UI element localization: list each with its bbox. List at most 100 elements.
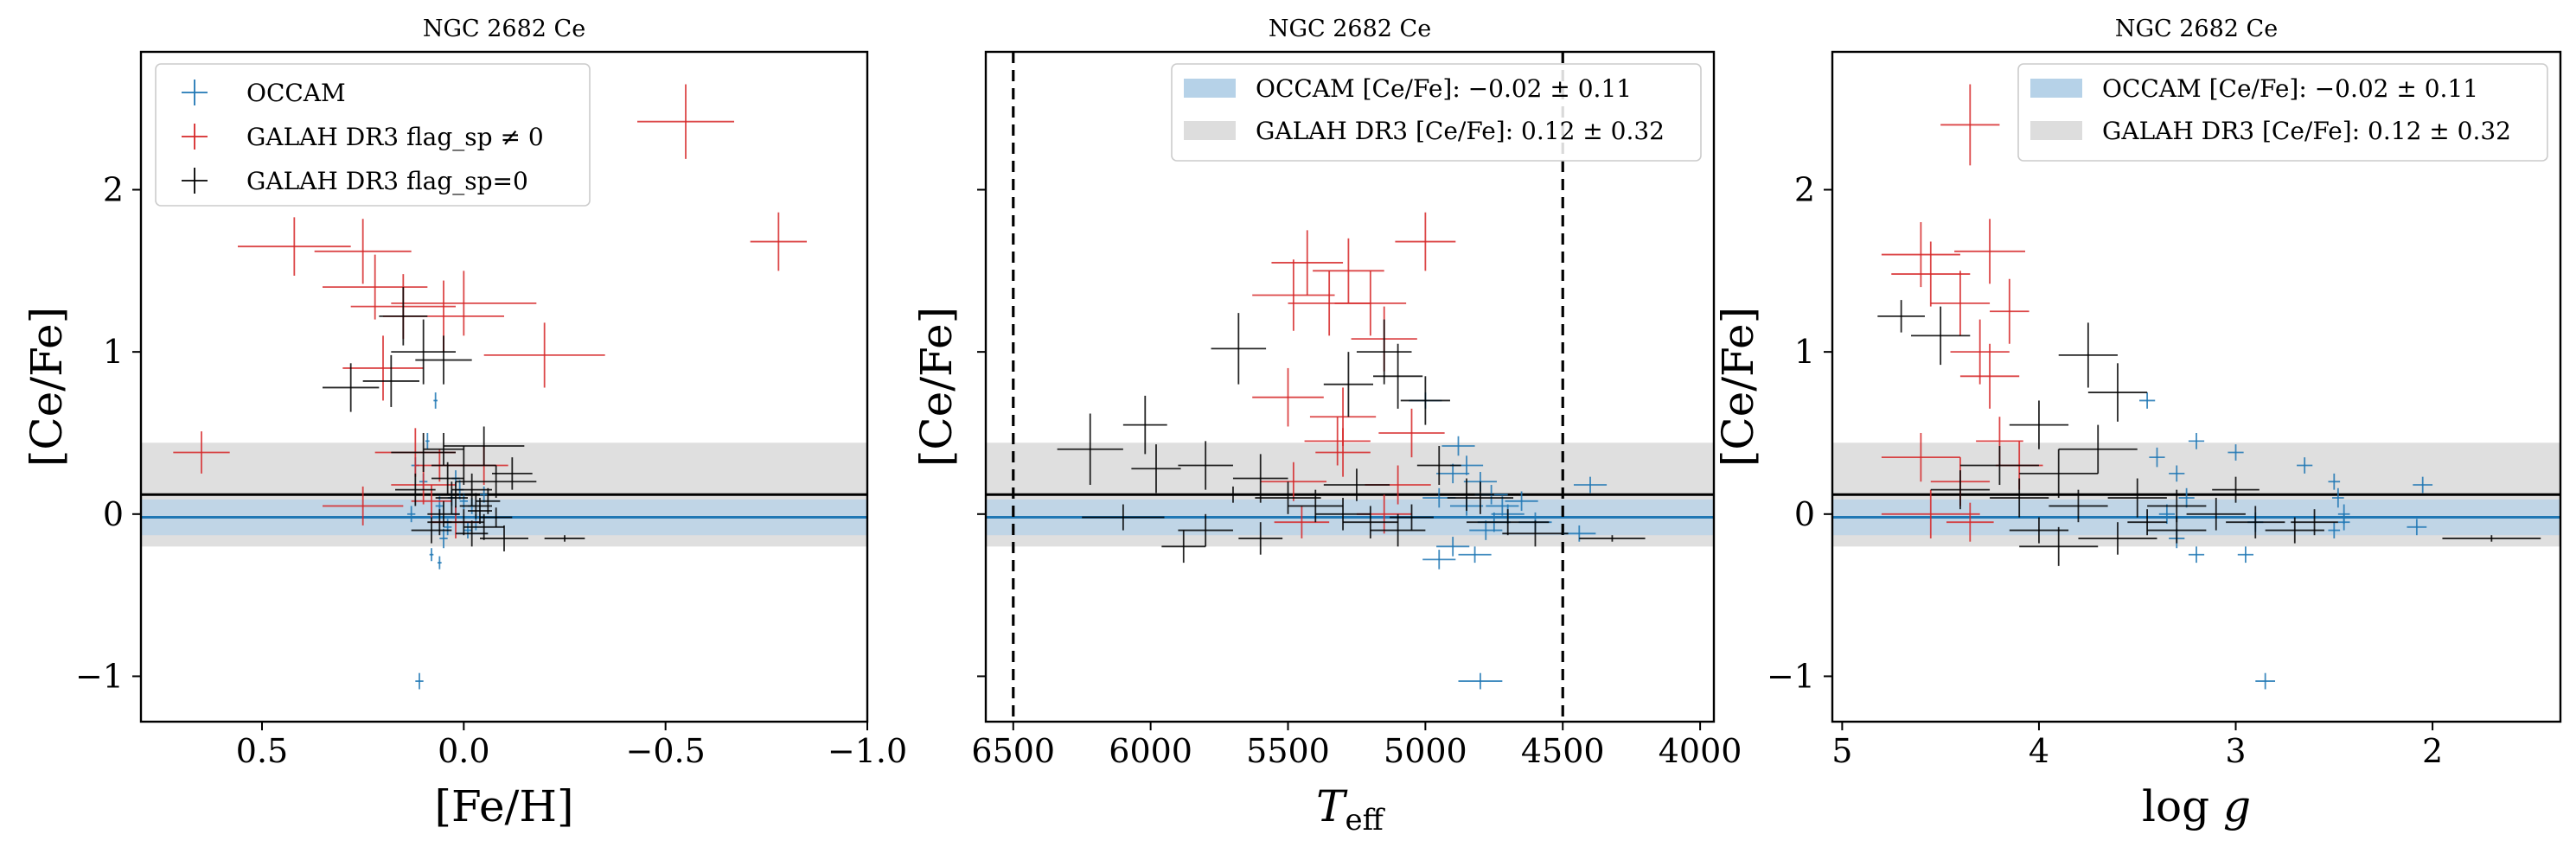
data-point [2178, 487, 2195, 508]
data-point [1486, 496, 1519, 516]
data-point [314, 219, 412, 284]
chart-panel-2: 6500 6000 5500 5000 4500 4000 NGC 2682 Ce Teff [… [911, 16, 1742, 837]
data-point [1211, 313, 1267, 385]
x-tick-label: 4500 [1521, 732, 1605, 770]
chart-title: NGC 2682 Ce [423, 16, 585, 42]
data-point [379, 287, 428, 346]
x-tick-label: 4000 [1659, 732, 1742, 770]
data-point [1161, 530, 1206, 564]
y-tick-label: −1 [1767, 657, 1815, 695]
legend-label: GALAH DR3 [Ce/Fe]: 0.12 ± 0.32 [2102, 117, 2511, 145]
series-1 [1252, 212, 1456, 538]
data-point [1315, 498, 1371, 531]
data-point [1422, 550, 1456, 570]
data-point [456, 520, 489, 547]
data-point [425, 432, 430, 449]
data-point [2255, 672, 2276, 690]
data-point [1436, 537, 1470, 557]
x-tick-label: 6500 [971, 732, 1055, 770]
data-point [1378, 408, 1445, 458]
data-point [459, 493, 492, 519]
data-point [1458, 546, 1492, 564]
y-axis-label: [Ce/Fe] [1713, 307, 1763, 467]
chart-title: NGC 2682 Ce [2115, 16, 2278, 42]
data-point [407, 506, 416, 523]
legend-label: GALAH DR3 flag_sp ≠ 0 [246, 123, 544, 151]
data-point [2328, 522, 2341, 538]
data-point [1178, 513, 1233, 547]
data-point [2228, 444, 2244, 461]
data-point [1390, 504, 1434, 531]
data-point [391, 319, 456, 385]
legend-entry: GALAH DR3 flag_sp ≠ 0 [182, 123, 544, 151]
legend-label: OCCAM [246, 79, 346, 107]
data-point [2158, 504, 2175, 525]
data-point [1881, 432, 1960, 482]
data-point [1502, 520, 1569, 547]
data-point [1436, 463, 1470, 484]
data-point [544, 535, 585, 542]
chart-panel-1: 0.5 0.0 −0.5 −1.0 −1 0 1 2 NGC 2682 Ce [Fe/H] [Ce/… [22, 16, 907, 831]
legend: OCCAM GALAH DR3 flag_sp ≠ 0 GALAH DR3 flag… [155, 63, 591, 207]
plot-area [141, 84, 867, 690]
data-point [342, 335, 424, 401]
data-point [444, 426, 525, 466]
axes-frame [984, 50, 1716, 723]
legend-entry: GALAH DR3 flag_sp=0 [182, 167, 528, 195]
data-point [1573, 476, 1608, 494]
data-point [2127, 509, 2167, 536]
data-point [1122, 395, 1167, 455]
data-point [2332, 487, 2344, 508]
x-tick-label: −1.0 [828, 732, 907, 770]
data-point [1877, 300, 1925, 333]
data-point [2186, 498, 2246, 531]
data-point [1959, 343, 2020, 409]
data-point [1954, 219, 2026, 284]
data-point [1238, 522, 1283, 555]
chart-panel-3: 5 4 3 2 −1 0 1 2 NGC 2682 Ce log g [Ce/Fe] OCCAM [C… [1713, 16, 2562, 831]
data-point [1057, 413, 1123, 486]
series-1 [1881, 84, 2043, 542]
data-point [1323, 468, 1390, 501]
data-point [2147, 489, 2207, 523]
data-point [483, 322, 605, 388]
legend-label: OCCAM [Ce/Fe]: −0.02 ± 0.11 [1256, 74, 1632, 103]
data-point [2328, 473, 2341, 490]
data-point [2087, 363, 2148, 422]
data-point [2169, 465, 2185, 482]
data-point [463, 513, 504, 540]
data-point [1458, 672, 1503, 690]
y-tick-label: 1 [1794, 333, 1815, 371]
series-2 [323, 287, 585, 551]
data-point [1271, 230, 1344, 296]
legend-swatch [1184, 79, 1236, 98]
data-point [476, 487, 501, 514]
data-point [1950, 319, 2010, 385]
data-point [323, 486, 404, 525]
legend-box [1171, 63, 1702, 162]
data-point [1959, 445, 2039, 486]
data-point [1439, 478, 1494, 512]
data-point [2107, 478, 2167, 518]
data-point [1304, 417, 1371, 466]
x-tick-label: 0.5 [236, 732, 288, 770]
data-point [1930, 470, 1991, 510]
legend-swatch [1184, 121, 1236, 140]
legend-entry: OCCAM [Ce/Fe]: −0.02 ± 0.11 [1184, 74, 1632, 103]
legend-swatch [2030, 79, 2082, 98]
data-point [173, 431, 230, 474]
series-2 [1057, 313, 1646, 564]
data-point [1579, 535, 1646, 542]
data-point [395, 473, 436, 506]
data-point [433, 392, 438, 409]
data-point [451, 473, 492, 506]
data-point [2019, 526, 2099, 566]
x-tick-label: 5000 [1384, 732, 1467, 770]
chart-title: NGC 2682 Ce [1269, 16, 1431, 42]
data-point [2019, 449, 2099, 499]
data-point [1940, 84, 2000, 166]
data-point [1946, 502, 1994, 542]
data-point [1178, 441, 1233, 490]
data-point [1192, 486, 1275, 503]
